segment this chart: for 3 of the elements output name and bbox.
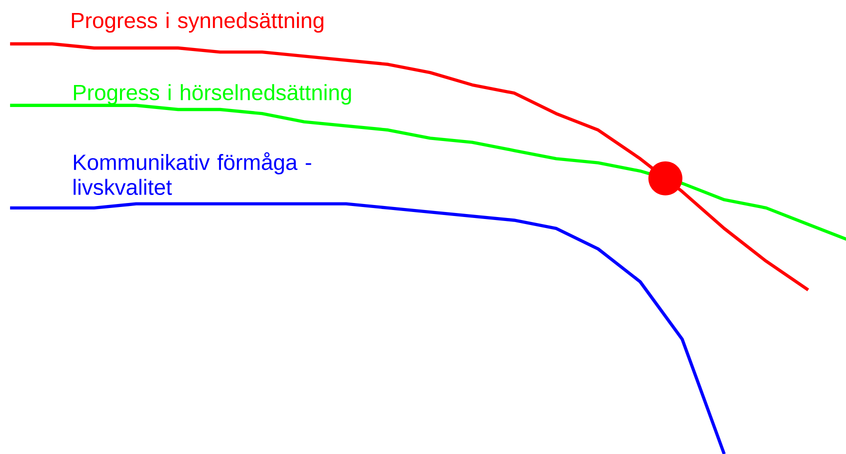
series-label: Progress i hörselnedsättning: [74, 84, 351, 105]
series-label: Progress i synnedsättning: [72, 12, 324, 33]
series-label: Kommunikativ förmåga - livskvalitet: [74, 152, 312, 195]
